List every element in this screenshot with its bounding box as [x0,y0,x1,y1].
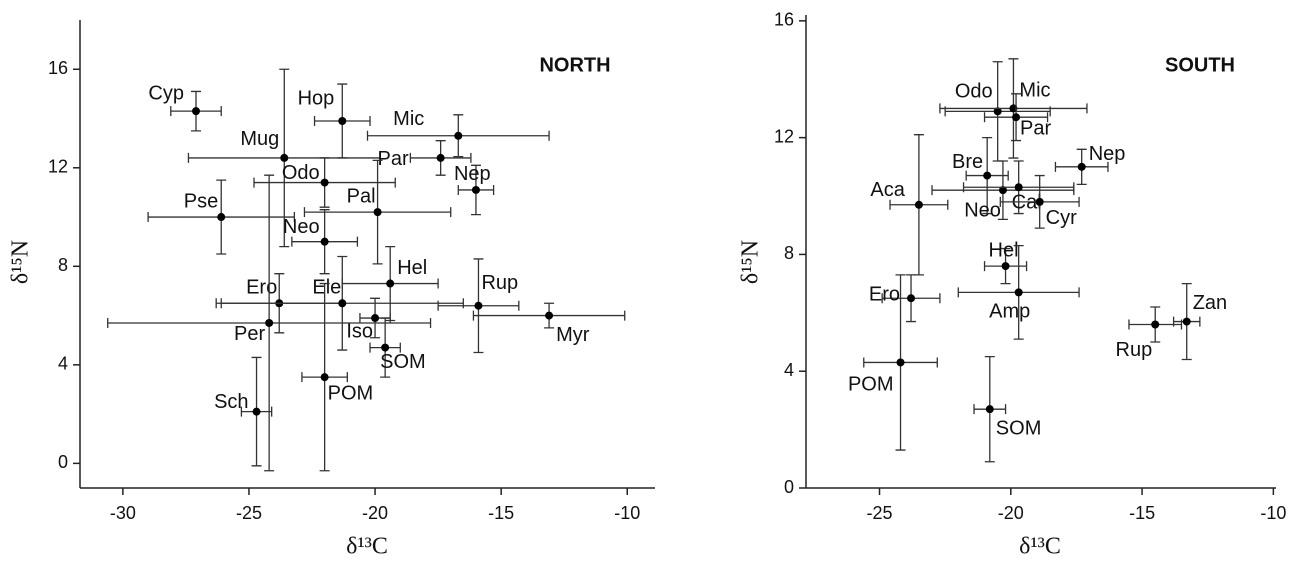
point [381,343,390,352]
x-tick-label: -20 [362,503,388,523]
point-label: Per [234,323,265,345]
point [386,279,395,288]
point [985,405,994,414]
point-label: Odo [282,162,320,184]
point-label: Cal [1012,192,1042,214]
point [1035,197,1044,206]
point-label: Ero [869,283,900,305]
point-label: Hel [989,239,1019,261]
point-label: Pse [184,190,218,212]
x-tick-label: -10 [614,503,640,523]
y-tick-label: 12 [774,126,794,146]
point [320,237,329,246]
point [1001,262,1010,271]
point [1014,288,1023,297]
point-label: Ero [246,277,277,299]
point-label: Mic [393,108,424,130]
point-label: Nep [1089,143,1126,165]
point-label: Par [1020,117,1051,139]
point [371,314,380,323]
point [265,318,274,327]
y-tick-label: 16 [774,10,794,30]
y-tick-label: 0 [58,452,68,472]
point-label: Sch [214,391,248,413]
y-axis-label: δ¹⁵N [738,240,764,284]
x-tick-label: -30 [110,503,136,523]
point [907,294,916,303]
point-label: Hel [397,257,427,279]
point [983,171,992,180]
point-label: Aca [870,179,905,201]
point-label: Odo [955,81,993,103]
point-label: Bre [952,151,983,173]
point [192,107,201,116]
point-label: Rup [481,272,518,294]
y-tick-label: 0 [784,477,794,497]
point-label: POM [328,382,374,404]
point [373,208,382,217]
y-tick-label: 4 [58,354,68,374]
point [998,186,1007,195]
point-label: Pal [347,185,376,207]
point-label: Cyp [148,82,184,104]
y-tick-label: 4 [784,360,794,380]
y-tick-label: 8 [784,243,794,263]
chart-title: NORTH [539,54,610,76]
point [320,178,329,187]
y-tick-label: 16 [48,58,68,78]
point-label: Cyr [1046,207,1077,229]
point [1014,183,1023,192]
point [217,213,226,222]
point-label: Rup [1116,339,1153,361]
point [280,153,289,162]
point-label: Neo [283,216,320,238]
point [545,311,554,320]
point [338,299,347,308]
point-label: Neo [964,199,1001,221]
point [436,153,445,162]
y-tick-label: 12 [48,157,68,177]
point [914,200,923,209]
point-label: Par [378,148,409,170]
y-axis-label: δ¹⁵N [8,240,34,284]
point-label: Mug [240,128,279,150]
point [320,373,329,382]
point-label: SOM [996,417,1042,439]
x-axis-label: δ¹³C [346,534,388,560]
point [1012,113,1021,122]
x-tick-label: -15 [1129,503,1155,523]
point [1077,162,1086,171]
x-tick-label: -25 [867,503,893,523]
point-label: Amp [989,301,1030,323]
point-label: Mic [1019,80,1050,102]
point [896,358,905,367]
point-label: Ele [312,277,341,299]
x-tick-label: -10 [1260,503,1286,523]
point-label: Iso [346,320,373,342]
point-label: Myr [556,324,590,346]
point-label: Zan [1193,292,1227,314]
point [474,301,483,310]
point [252,407,261,416]
point [1182,317,1191,326]
x-axis-label: δ¹³C [1019,534,1061,560]
y-tick-label: 8 [58,255,68,275]
point [993,107,1002,116]
point [471,185,480,194]
point-label: SOM [380,351,426,373]
point-label: Hop [298,87,335,109]
point-label: POM [848,374,894,396]
point [1151,320,1160,329]
chart-title: SOUTH [1165,54,1235,76]
x-tick-label: -25 [236,503,262,523]
point [338,116,347,125]
point [454,131,463,140]
point-label: Nep [454,163,491,185]
x-tick-label: -20 [998,503,1024,523]
x-tick-label: -15 [488,503,514,523]
